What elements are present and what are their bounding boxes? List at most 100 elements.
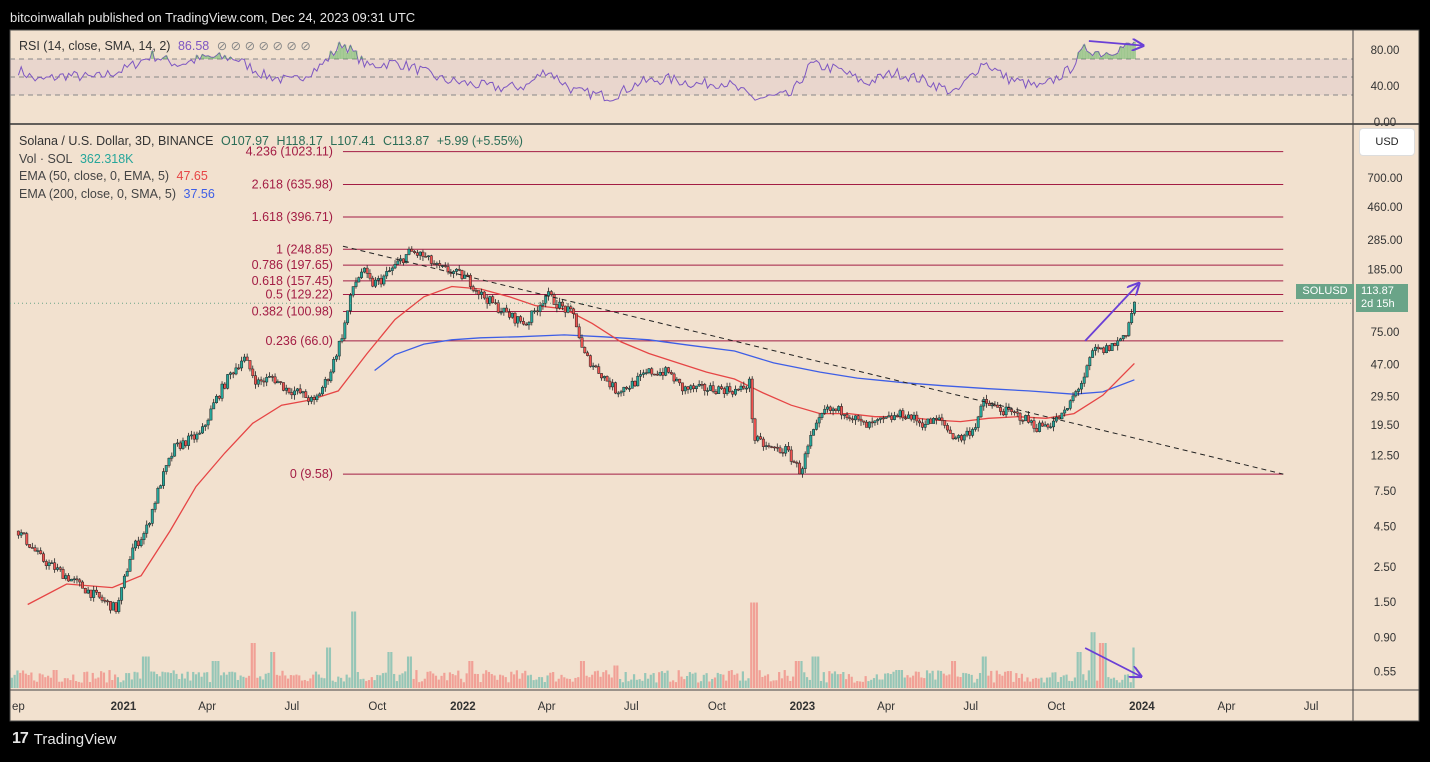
candle-body <box>298 388 302 394</box>
candle-body <box>946 425 949 431</box>
volume-bar <box>102 672 106 688</box>
candle-body <box>820 413 824 418</box>
candle-body <box>106 600 110 603</box>
currency-button[interactable]: USD <box>1360 129 1414 155</box>
candle-body <box>1010 409 1014 412</box>
candle-body <box>463 274 467 279</box>
candle-body <box>1063 409 1067 414</box>
volume-bar <box>91 672 94 688</box>
volume-bar <box>914 671 917 688</box>
candle-body <box>270 376 274 378</box>
candle-body <box>162 471 165 486</box>
volume-bar <box>605 670 608 688</box>
volume-bar <box>738 680 742 688</box>
volume-bar <box>155 674 159 688</box>
volume-bar <box>967 673 970 688</box>
candle-body <box>92 589 96 598</box>
volume-bar <box>80 682 83 688</box>
volume-bar <box>200 676 203 688</box>
volume-bar <box>141 656 145 688</box>
candle-body <box>773 446 776 449</box>
candle-body <box>89 589 93 598</box>
volume-bar <box>1129 682 1132 688</box>
tradingview-brand: TradingView <box>33 730 117 748</box>
candle-body <box>708 385 712 391</box>
fib-level-label: 0.236 (66.0) <box>266 334 333 348</box>
candle-body <box>943 420 947 426</box>
ema50-legend: EMA (50, close, 0, EMA, 5) 47.65 <box>19 169 212 183</box>
candle-body <box>362 267 366 273</box>
volume-bar <box>222 672 226 688</box>
candle-body <box>374 279 377 287</box>
candle-body <box>856 415 860 420</box>
candle-body <box>516 316 520 324</box>
candle-body <box>468 275 472 287</box>
volume-bar <box>1073 677 1077 688</box>
volume-bar <box>744 680 747 688</box>
candle-body <box>1001 411 1005 416</box>
candle-body <box>859 418 863 422</box>
candle-body <box>97 591 101 598</box>
tradingview-logo[interactable]: 17 TradingView <box>12 730 116 748</box>
ema200-legend: EMA (200, close, 0, SMA, 5) 37.56 <box>19 187 219 201</box>
candle-body <box>552 294 556 305</box>
volume-label: Vol · SOL <box>19 152 73 166</box>
volume-bar <box>602 672 605 688</box>
candle-body <box>519 316 523 322</box>
candle-body <box>625 386 629 389</box>
volume-bar <box>881 679 884 688</box>
volume-bar <box>379 675 382 688</box>
candle-body <box>826 406 829 410</box>
volume-bar <box>978 673 982 688</box>
candle-body <box>287 387 291 393</box>
candle-body <box>1021 420 1025 422</box>
candle-body <box>301 391 305 394</box>
volume-bar <box>1101 643 1104 688</box>
candle-body <box>337 340 341 357</box>
candle-body <box>39 550 43 555</box>
volume-bar <box>476 674 479 688</box>
volume-bar <box>211 661 214 688</box>
candle-body <box>996 404 1000 408</box>
candle-body <box>770 446 774 448</box>
candle-body <box>371 277 375 287</box>
volume-bar <box>574 677 577 688</box>
candle-body <box>929 418 933 424</box>
y-tick-label: 0.90 <box>1374 632 1396 644</box>
volume-bar <box>621 682 625 688</box>
candle-body <box>544 295 548 304</box>
candle-body <box>614 382 617 394</box>
volume-bar <box>685 676 689 688</box>
volume-bar <box>596 670 599 688</box>
candle-body <box>122 575 126 588</box>
volume-bar <box>518 678 521 688</box>
candle-body <box>242 356 246 362</box>
candle-body <box>360 271 364 278</box>
volume-bar <box>976 678 979 688</box>
volume-bar <box>312 674 315 688</box>
volume-bar <box>1031 678 1035 688</box>
volume-bar <box>953 661 957 688</box>
candle-body <box>435 263 439 265</box>
volume-bar <box>962 672 965 688</box>
volume-bar <box>429 671 432 688</box>
volume-bar <box>169 673 172 688</box>
x-tick-label: 2022 <box>450 701 476 713</box>
volume-bar <box>434 675 438 688</box>
volume-bar <box>755 602 758 688</box>
volume-bar <box>819 680 823 688</box>
candle-body <box>982 399 986 407</box>
volume-bar <box>58 681 61 688</box>
candle-body <box>655 373 659 376</box>
volume-bar <box>538 676 541 688</box>
volume-bar <box>281 670 284 688</box>
y-tick-label: 0.55 <box>1374 666 1396 678</box>
ema50-series <box>27 285 1135 606</box>
volume-bar <box>566 678 569 688</box>
volume-bar <box>789 680 792 688</box>
candle-body <box>627 388 631 390</box>
candle-body <box>125 571 129 577</box>
volume-bar <box>1096 680 1099 688</box>
volume-bar <box>892 671 895 688</box>
